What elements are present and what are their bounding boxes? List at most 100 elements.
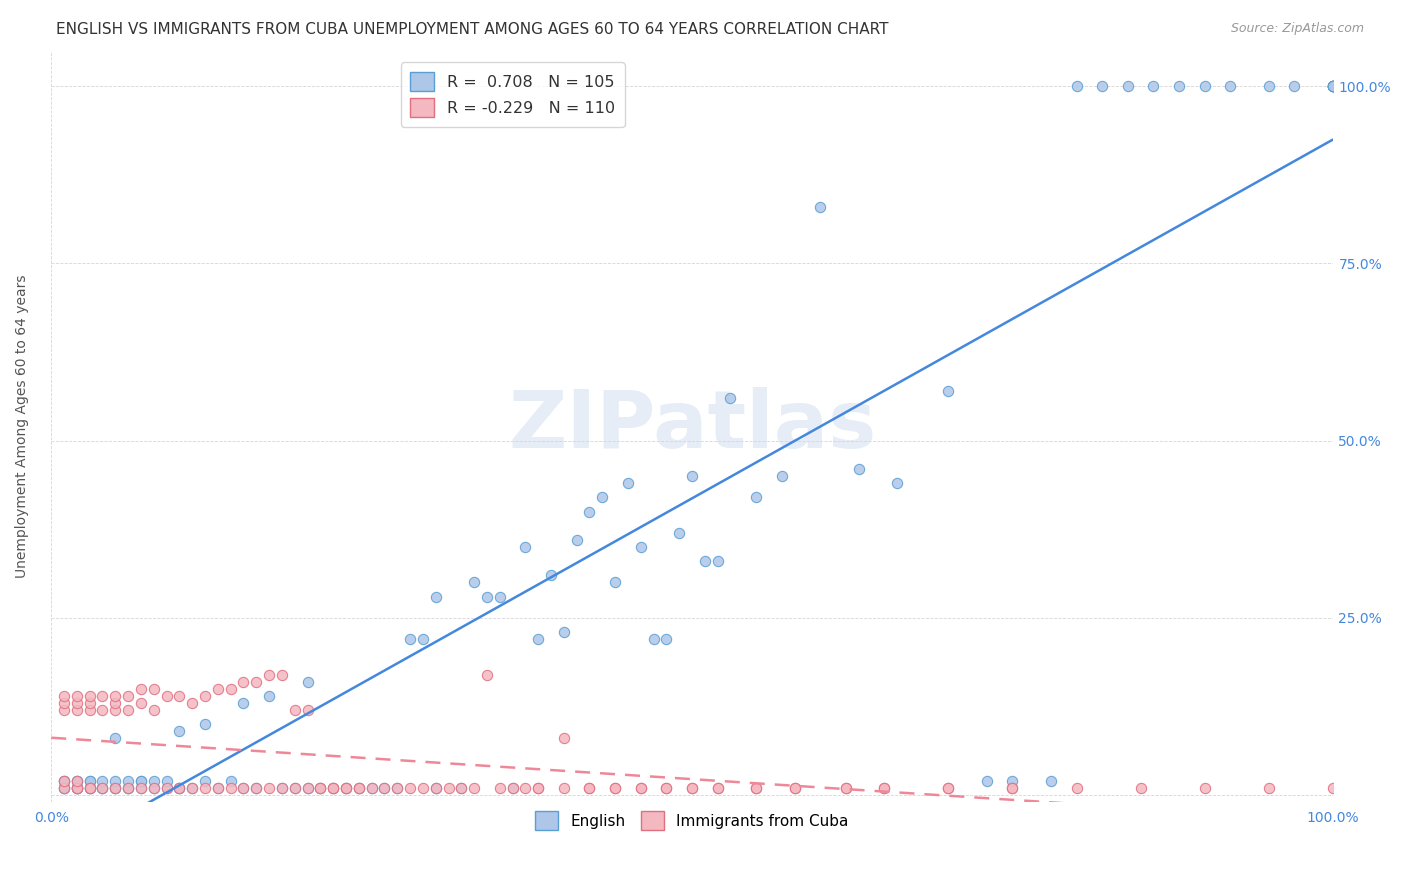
Point	[91, 780, 114, 795]
Point	[79, 774, 101, 789]
Point	[79, 780, 101, 795]
Point	[1257, 79, 1279, 94]
Point	[117, 780, 139, 795]
Point	[142, 780, 165, 795]
Point	[681, 780, 703, 795]
Point	[181, 780, 204, 795]
Point	[488, 780, 510, 795]
Point	[578, 780, 600, 795]
Point	[104, 696, 127, 710]
Point	[169, 689, 191, 703]
Point	[655, 780, 678, 795]
Point	[117, 780, 139, 795]
Point	[605, 780, 627, 795]
Point	[848, 462, 870, 476]
Point	[527, 780, 550, 795]
Point	[1066, 780, 1088, 795]
Point	[475, 590, 498, 604]
Point	[502, 780, 524, 795]
Point	[412, 632, 434, 647]
Point	[745, 780, 768, 795]
Point	[706, 554, 728, 568]
Point	[66, 774, 89, 789]
Point	[553, 780, 575, 795]
Point	[194, 689, 217, 703]
Point	[104, 689, 127, 703]
Point	[91, 780, 114, 795]
Point	[335, 780, 357, 795]
Point	[540, 568, 562, 582]
Point	[284, 703, 307, 717]
Point	[181, 780, 204, 795]
Point	[770, 469, 793, 483]
Point	[117, 774, 139, 789]
Point	[437, 780, 460, 795]
Point	[219, 774, 242, 789]
Point	[399, 632, 422, 647]
Point	[706, 780, 728, 795]
Point	[309, 780, 332, 795]
Point	[475, 667, 498, 681]
Point	[79, 780, 101, 795]
Point	[450, 780, 472, 795]
Y-axis label: Unemployment Among Ages 60 to 64 years: Unemployment Among Ages 60 to 64 years	[15, 275, 30, 578]
Point	[245, 780, 267, 795]
Point	[257, 780, 280, 795]
Point	[668, 525, 690, 540]
Point	[335, 780, 357, 795]
Point	[66, 780, 89, 795]
Point	[322, 780, 344, 795]
Point	[219, 780, 242, 795]
Point	[387, 780, 409, 795]
Point	[1322, 79, 1344, 94]
Point	[79, 696, 101, 710]
Point	[1322, 79, 1344, 94]
Point	[425, 590, 447, 604]
Point	[245, 674, 267, 689]
Text: ENGLISH VS IMMIGRANTS FROM CUBA UNEMPLOYMENT AMONG AGES 60 TO 64 YEARS CORRELATI: ENGLISH VS IMMIGRANTS FROM CUBA UNEMPLOY…	[56, 22, 889, 37]
Point	[129, 774, 152, 789]
Point	[232, 696, 254, 710]
Point	[347, 780, 370, 795]
Point	[835, 780, 858, 795]
Point	[194, 780, 217, 795]
Point	[450, 780, 472, 795]
Point	[322, 780, 344, 795]
Point	[91, 703, 114, 717]
Point	[1066, 79, 1088, 94]
Point	[117, 689, 139, 703]
Point	[271, 667, 294, 681]
Point	[284, 780, 307, 795]
Point	[1194, 780, 1216, 795]
Point	[117, 780, 139, 795]
Point	[1322, 79, 1344, 94]
Point	[257, 689, 280, 703]
Point	[271, 780, 294, 795]
Point	[104, 780, 127, 795]
Point	[1322, 780, 1344, 795]
Point	[66, 703, 89, 717]
Text: ZIPatlas: ZIPatlas	[508, 387, 876, 466]
Point	[693, 554, 716, 568]
Point	[142, 780, 165, 795]
Point	[53, 780, 76, 795]
Point	[1168, 79, 1191, 94]
Point	[297, 780, 319, 795]
Point	[297, 703, 319, 717]
Point	[605, 780, 627, 795]
Point	[129, 681, 152, 696]
Point	[553, 731, 575, 746]
Point	[1322, 79, 1344, 94]
Point	[66, 774, 89, 789]
Point	[207, 681, 229, 696]
Point	[1322, 79, 1344, 94]
Point	[936, 780, 959, 795]
Point	[360, 780, 382, 795]
Point	[79, 780, 101, 795]
Point	[835, 780, 858, 795]
Point	[1039, 774, 1062, 789]
Point	[129, 780, 152, 795]
Point	[463, 575, 485, 590]
Point	[360, 780, 382, 795]
Point	[169, 780, 191, 795]
